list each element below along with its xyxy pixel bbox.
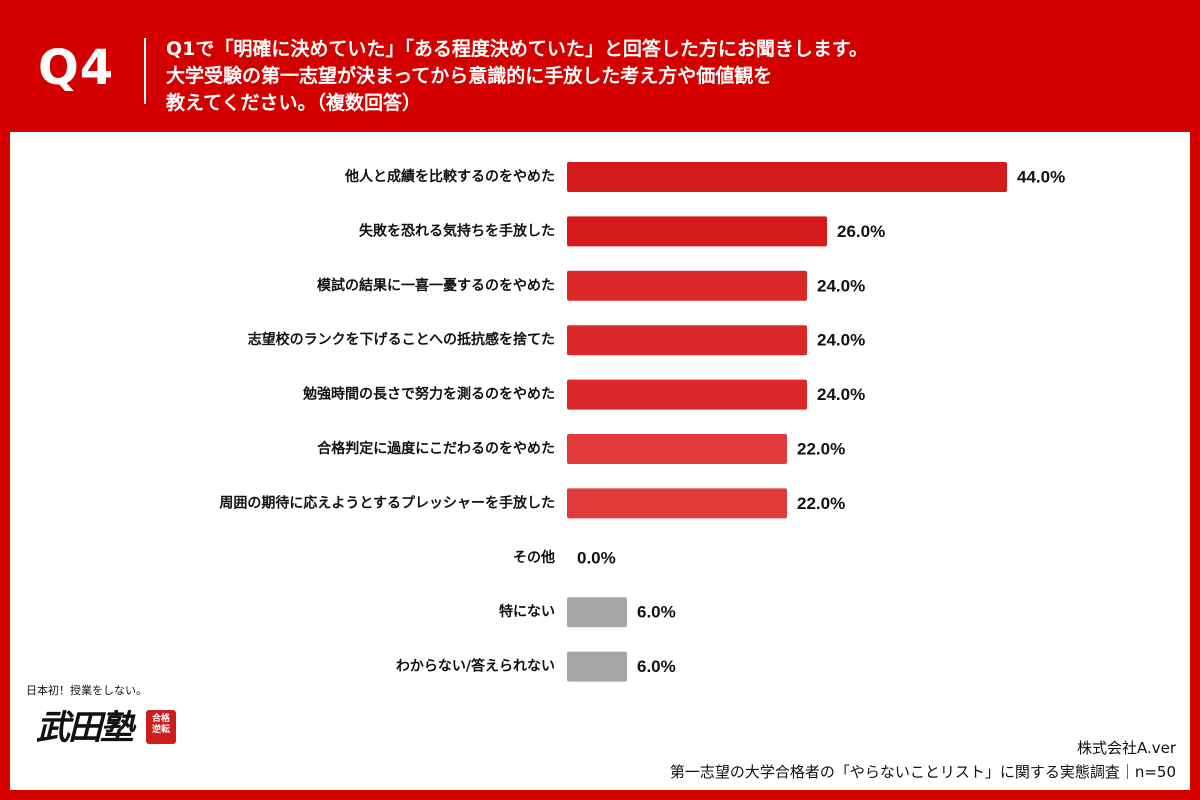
question-number: Q4 xyxy=(38,40,115,96)
footer: 株式会社A.ver 第一志望の大学合格者の「やらないことリスト」に関する実態調査… xyxy=(670,736,1176,784)
value-label: 22.0% xyxy=(797,440,845,459)
bar xyxy=(567,270,807,301)
value-label: 6.0% xyxy=(637,603,676,622)
bar xyxy=(567,434,787,464)
value-label: 24.0% xyxy=(817,331,865,350)
logo-stamp: 合格 逆転 xyxy=(146,710,176,744)
header-banner: Q4 Q1で「明確に決めていた」「ある程度決めていた」と回答した方にお聞きします… xyxy=(0,0,1200,132)
bar xyxy=(567,216,827,247)
bar xyxy=(567,325,807,356)
bar-chart: 他人と成績を比較するのをやめた 44.0% 失敗を恐れる気持ちを手放した 26.0% 模… xyxy=(219,162,1065,682)
value-label: 24.0% xyxy=(817,385,865,404)
logo-mark: 武田塾 xyxy=(36,708,134,748)
value-label: 22.0% xyxy=(797,494,845,513)
category-label: 他人と成績を比較するのをやめた xyxy=(344,168,555,185)
logo-tagline: 日本初！授業をしない。 xyxy=(26,684,147,697)
bar xyxy=(567,651,627,682)
bar xyxy=(567,379,807,410)
category-label: 失敗を恐れる気持ちを手放した xyxy=(359,222,555,239)
category-label: 周囲の期待に応えようとするプレッシャーを手放した xyxy=(219,494,555,511)
category-label: 勉強時間の長さで努力を測るのをやめた xyxy=(302,386,555,403)
logo-stamp-text: 合格 xyxy=(151,714,170,724)
category-label: 志望校のランクを下げることへの抵抗感を捨てた xyxy=(248,331,555,348)
question-line-3: 教えてください。（複数回答） xyxy=(166,92,421,114)
question-text: Q1で「明確に決めていた」「ある程度決めていた」と回答した方にお聞きします。 大… xyxy=(166,36,1176,117)
question-line-1: Q1で「明確に決めていた」「ある程度決めていた」と回答した方にお聞きします。 xyxy=(166,38,868,60)
category-label: 合格判定に過度にこだわるのをやめた xyxy=(317,440,555,457)
bar xyxy=(567,162,1007,192)
category-label: 特にない xyxy=(499,603,555,620)
value-label: 26.0% xyxy=(837,222,885,241)
value-label: 0.0% xyxy=(577,548,616,567)
bar xyxy=(567,488,787,519)
footer-company: 株式会社A.ver xyxy=(1076,739,1176,757)
bar xyxy=(567,597,627,628)
category-label: 模試の結果に一喜一憂するのをやめた xyxy=(317,277,555,294)
takeda-juku-logo: 日本初！授業をしない。 武田塾 合格 逆転 xyxy=(26,682,186,772)
question-line-2: 大学受験の第一志望が決まってから意識的に手放した考え方や価値観を xyxy=(166,65,773,87)
value-label: 6.0% xyxy=(637,657,676,676)
category-label: わからない/答えられない xyxy=(396,658,555,675)
value-label: 44.0% xyxy=(1017,168,1065,187)
header-divider xyxy=(144,38,146,104)
chart-panel: 他人と成績を比較するのをやめた 44.0% 失敗を恐れる気持ちを手放した 26.0% 模… xyxy=(10,132,1190,790)
footer-survey: 第一志望の大学合格者の「やらないことリスト」に関する実態調査｜n=50 xyxy=(669,763,1176,781)
value-label: 24.0% xyxy=(817,276,865,295)
category-label: その他 xyxy=(513,549,555,566)
logo-stamp-text: 逆転 xyxy=(151,725,170,735)
